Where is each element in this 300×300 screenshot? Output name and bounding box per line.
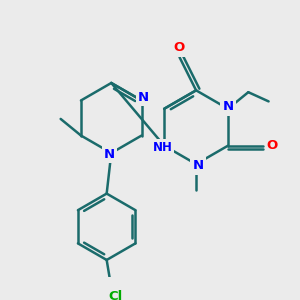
- Text: NH: NH: [152, 141, 172, 154]
- Text: N: N: [104, 148, 115, 161]
- Text: O: O: [174, 41, 185, 54]
- Text: N: N: [138, 91, 149, 104]
- Text: O: O: [267, 139, 278, 152]
- Text: Cl: Cl: [109, 290, 123, 300]
- Text: N: N: [192, 159, 203, 172]
- Text: N: N: [223, 100, 234, 113]
